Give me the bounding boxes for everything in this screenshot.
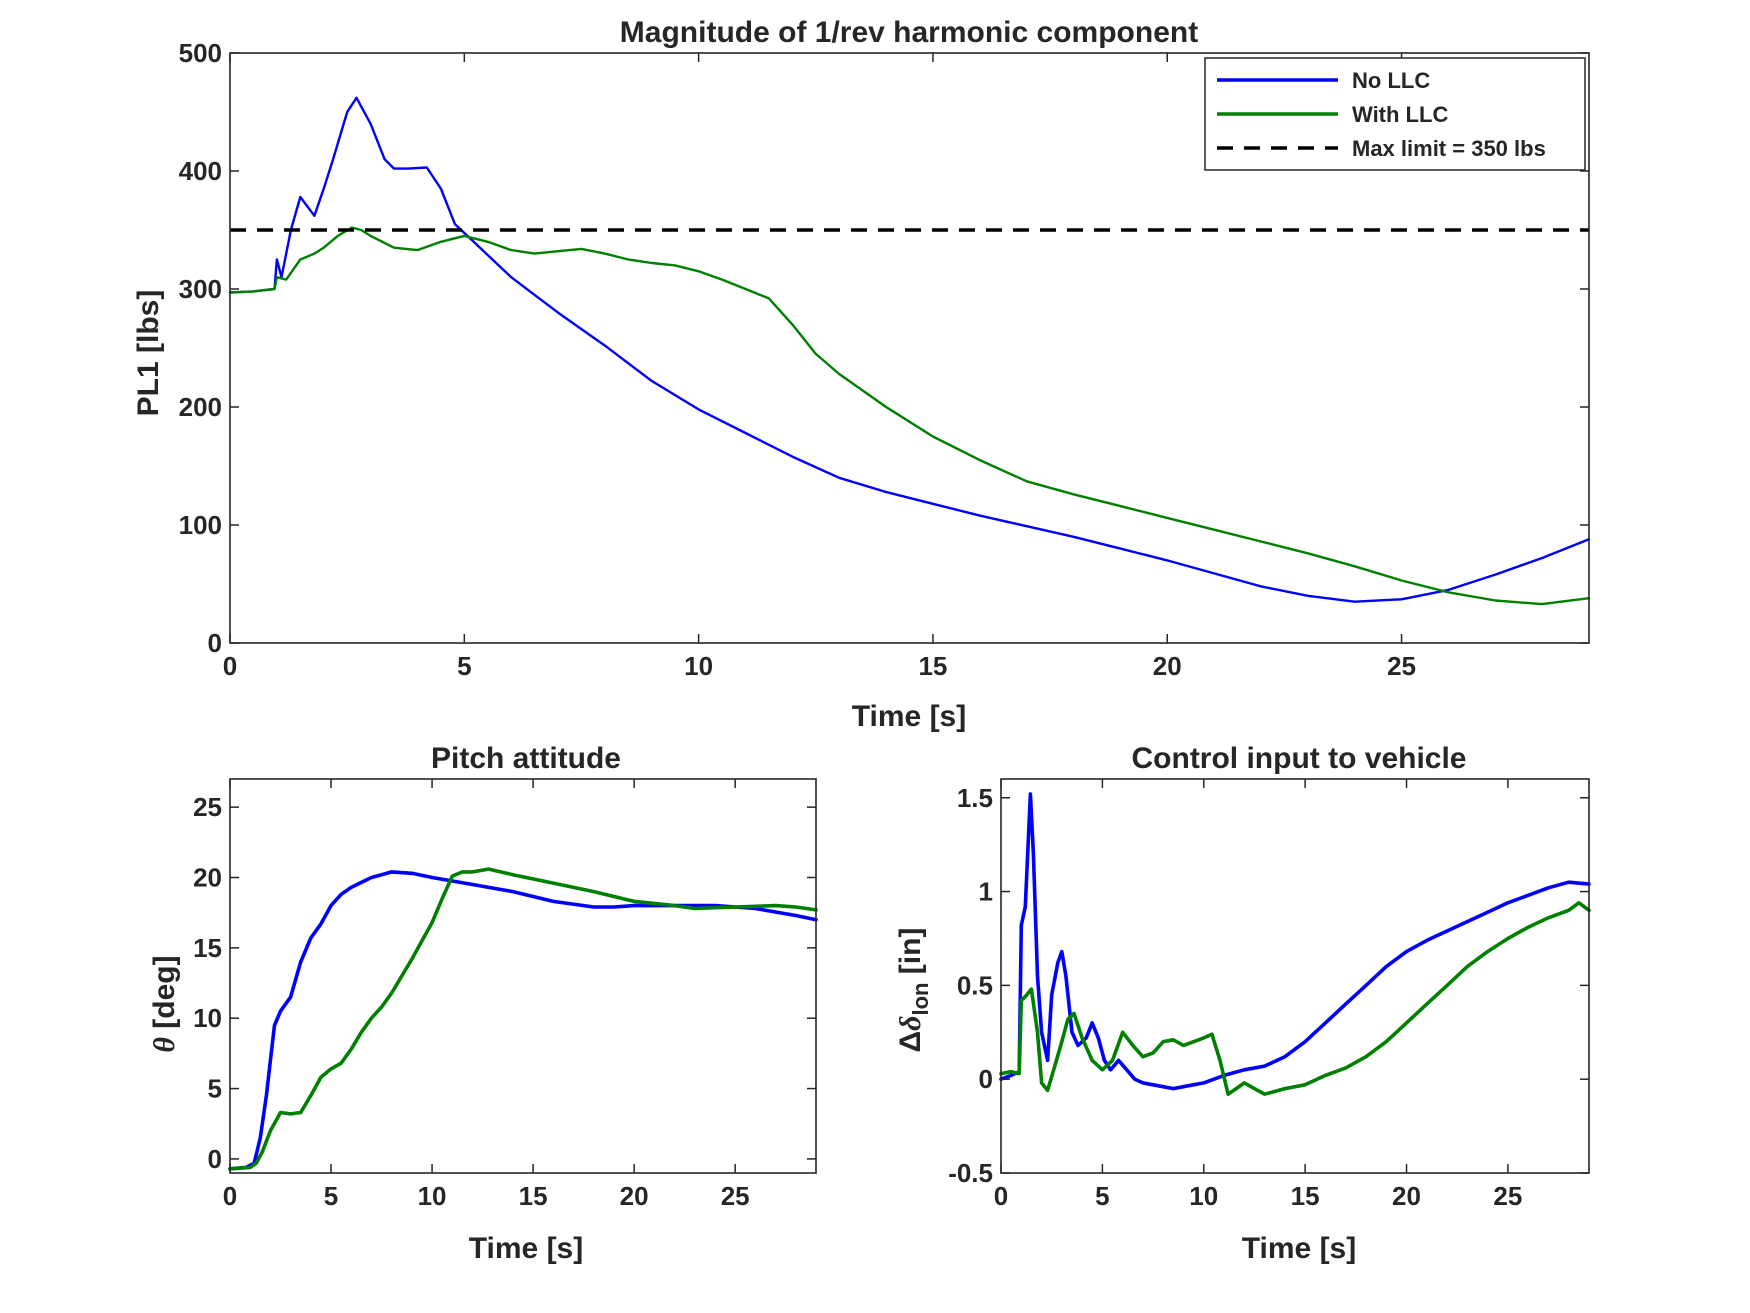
y-tick-label: 400 [179,156,222,186]
series-line-no-llc [228,96,1591,603]
series-line-no-llc [999,792,1591,1091]
x-tick-label: 5 [324,1181,338,1211]
plot-area [228,779,818,1173]
y-axis-label: PL1 [lbs] [132,290,165,417]
y-tick-label: 500 [179,38,222,68]
chart-title: Magnitude of 1/rev harmonic component [620,16,1198,49]
x-tick-label: 10 [418,1181,447,1211]
y-tick-label: 20 [193,863,222,893]
plot-background [230,779,816,1173]
x-tick-label: 5 [457,651,471,681]
y-tick-label: 100 [179,510,222,540]
lon-subscript: lon [908,983,933,1016]
y-axis-unit: [deg] [148,955,181,1037]
y-tick-label: -0.5 [948,1158,993,1188]
y-tick-label: 1.5 [957,783,993,813]
series-line-no-llc [228,870,818,1171]
series-line-with-llc [999,900,1591,1096]
pl1-harmonic-chart: Magnitude of 1/rev harmonic component Ti… [132,16,1591,733]
x-tick-label: 20 [1153,651,1182,681]
y-tick-label: 300 [179,274,222,304]
x-tick-label: 5 [1095,1181,1109,1211]
x-tick-label: 10 [1189,1181,1218,1211]
y-axis-label: Δδlon [in] [894,928,933,1053]
y-tick-label: 0 [208,1144,222,1174]
legend: No LLC With LLC Max limit = 350 lbs [1204,57,1586,171]
x-tick-label: 15 [1291,1181,1320,1211]
delta-prefix: Δ [894,1031,927,1053]
y-tick-label: 0 [208,628,222,658]
y-tick-label: 0 [979,1064,993,1094]
x-axis-label: Time [s] [1242,1232,1356,1265]
x-tick-label: 25 [721,1181,750,1211]
y-tick-label: 0.5 [957,970,993,1000]
y-tick-label: 10 [193,1003,222,1033]
x-tick-label: 25 [1493,1181,1522,1211]
x-tick-label: 15 [519,1181,548,1211]
plot-background [1001,779,1589,1173]
axes-frame [1000,778,1590,1174]
chart-title: Control input to vehicle [1132,742,1467,775]
x-tick-label: 20 [620,1181,649,1211]
delta-symbol: δ [894,1016,927,1031]
plot-area [999,779,1591,1173]
x-tick-label: 0 [994,1181,1008,1211]
control-input-chart: Control input to vehicle Time [s] Δδlon … [894,742,1591,1265]
x-tick-label: 0 [223,651,237,681]
legend-label: With LLC [1352,102,1448,127]
legend-label: Max limit = 350 lbs [1352,136,1546,161]
y-axis-label: θ [deg] [148,955,181,1052]
y-axis-unit: [in] [894,928,927,983]
series-line-with-llc [228,867,818,1171]
chart-title: Pitch attitude [431,742,621,775]
legend-label: No LLC [1352,68,1430,93]
x-tick-label: 15 [918,651,947,681]
y-tick-label: 200 [179,392,222,422]
x-tick-label: 25 [1387,651,1416,681]
y-tick-label: 1 [979,877,993,907]
y-tick-label: 25 [193,792,222,822]
x-axis-label: Time [s] [852,700,966,733]
pitch-attitude-chart: Pitch attitude Time [s] θ [deg] 0 5 10 15 20… [148,742,818,1265]
x-tick-label: 0 [223,1181,237,1211]
y-tick-label: 5 [208,1074,222,1104]
theta-symbol: θ [148,1037,181,1053]
x-tick-label: 10 [684,651,713,681]
axes-frame [229,778,817,1174]
series-line-with-llc [228,226,1591,606]
x-tick-label: 20 [1392,1181,1421,1211]
axes-frame [229,52,1590,644]
y-tick-label: 15 [193,933,222,963]
x-axis-label: Time [s] [469,1232,583,1265]
